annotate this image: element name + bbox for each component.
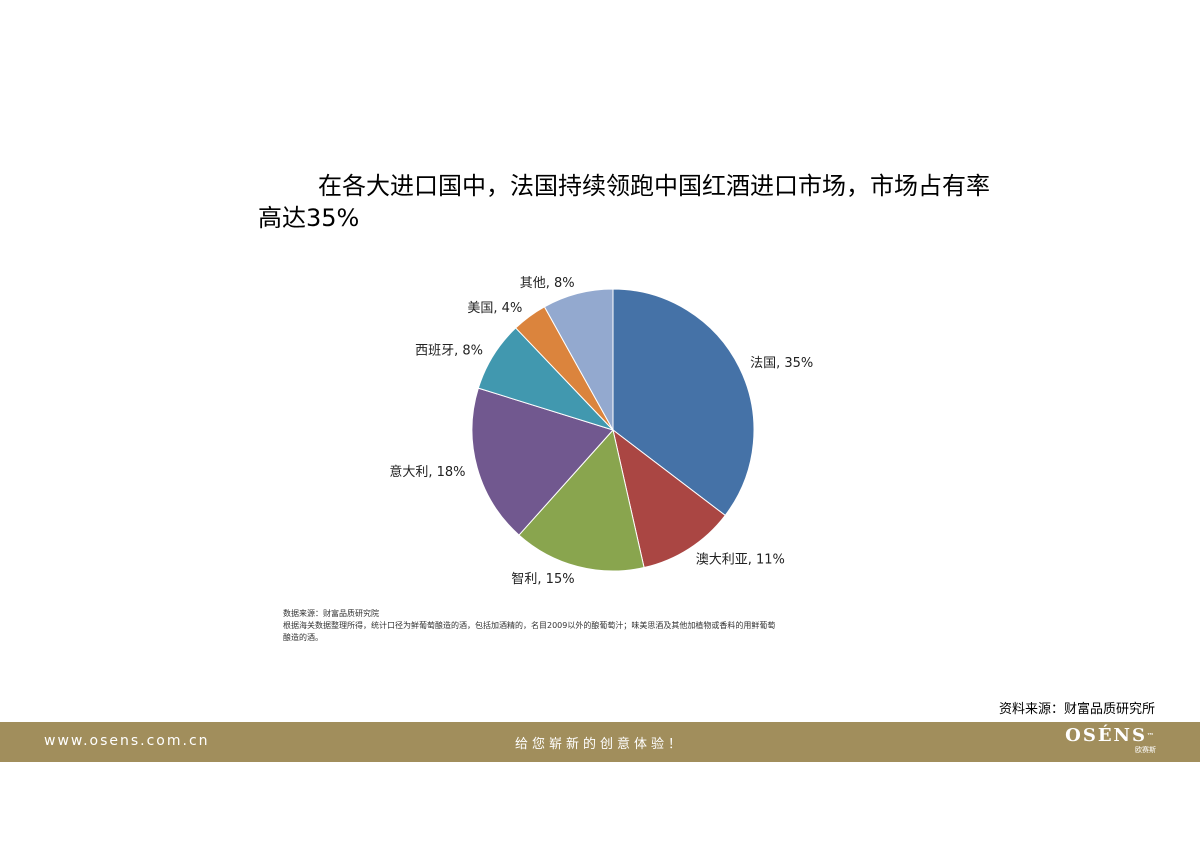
slogan: 给您崭新的创意体验！ [514,737,685,752]
logo-subtitle: 欧赛斯 [1135,746,1156,754]
slide-title: 在各大进口国中，法国持续领跑中国红酒进口市场，市场占有率高达35% [258,172,990,232]
pie-slice-0 [612,288,755,517]
slice-label: 美国, 4% [467,301,522,316]
footer-bar: www.osens.com.cn 给您崭新的创意体验！ OSÉNS™ 欧赛斯 [0,722,1200,762]
chart-note-line: 根据海关数据整理所得，统计口径为鲜葡萄酿造的酒，包括加酒精的，名目2009以外的… [283,621,776,630]
pie-slice-2 [518,428,645,572]
pie-chart: 法国, 35% 澳大利亚, 11% 智利, 15% 意大利, 18% 西班牙, 8% 美国… [389,276,813,587]
chart-note: 数据来源：财富品质研究院 根据海关数据整理所得，统计口径为鲜葡萄酿造的酒，包括加… [283,608,963,644]
logo-trademark: ™ [1147,731,1156,740]
slice-label: 法国, 35% [750,356,813,371]
logo-brand: OSÉNS [1065,725,1147,746]
slice-label: 澳大利亚, 11% [696,552,785,568]
slice-label: 其他, 8% [520,276,575,291]
brand-logo: OSÉNS™ 欧赛斯 [1065,726,1156,755]
chart-note-source: 数据来源：财富品质研究院 [283,609,379,618]
slice-label: 西班牙, 8% [415,343,483,358]
pie-slice-1 [612,428,726,569]
source-text: 资料来源：财富品质研究所 [998,702,1155,717]
chart-note-line: 酿造的酒。 [283,633,323,642]
website-url[interactable]: www.osens.com.cn [44,733,210,749]
pie-slice-3 [471,387,614,536]
pie-slice-6 [543,288,614,432]
slice-label: 意大利, 18% [389,464,465,480]
slice-label: 智利, 15% [511,572,574,587]
